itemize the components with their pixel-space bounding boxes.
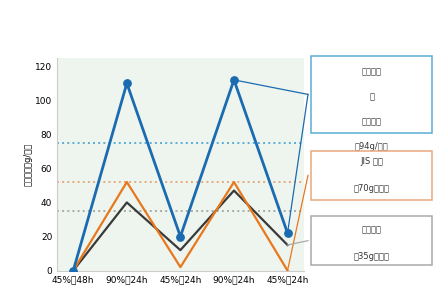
Point: [284, 231, 291, 236]
Point: [231, 78, 238, 82]
Text: 漆喰美人: 漆喰美人: [362, 117, 382, 126]
FancyBboxPatch shape: [311, 216, 432, 265]
Text: ＋: ＋: [369, 92, 374, 101]
FancyBboxPatch shape: [311, 151, 432, 200]
Text: JIS 規格: JIS 規格: [360, 157, 383, 166]
Point: [70, 268, 77, 273]
Y-axis label: 吸放湿量（g/㎡）: 吸放湿量（g/㎡）: [23, 143, 32, 186]
Text: （70g／㎡）: （70g／㎡）: [354, 185, 390, 193]
Point: [177, 234, 184, 239]
Text: 調湿性能は、漆喰の2倍: 調湿性能は、漆喰の2倍: [154, 12, 286, 31]
Point: [123, 81, 130, 86]
FancyBboxPatch shape: [311, 56, 432, 133]
Text: 下塗単独: 下塗単独: [362, 225, 382, 234]
Text: （35g／㎡）: （35g／㎡）: [354, 252, 390, 261]
Text: （94g/㎡）: （94g/㎡）: [355, 142, 389, 151]
Text: 下塗革命: 下塗革命: [362, 67, 382, 76]
